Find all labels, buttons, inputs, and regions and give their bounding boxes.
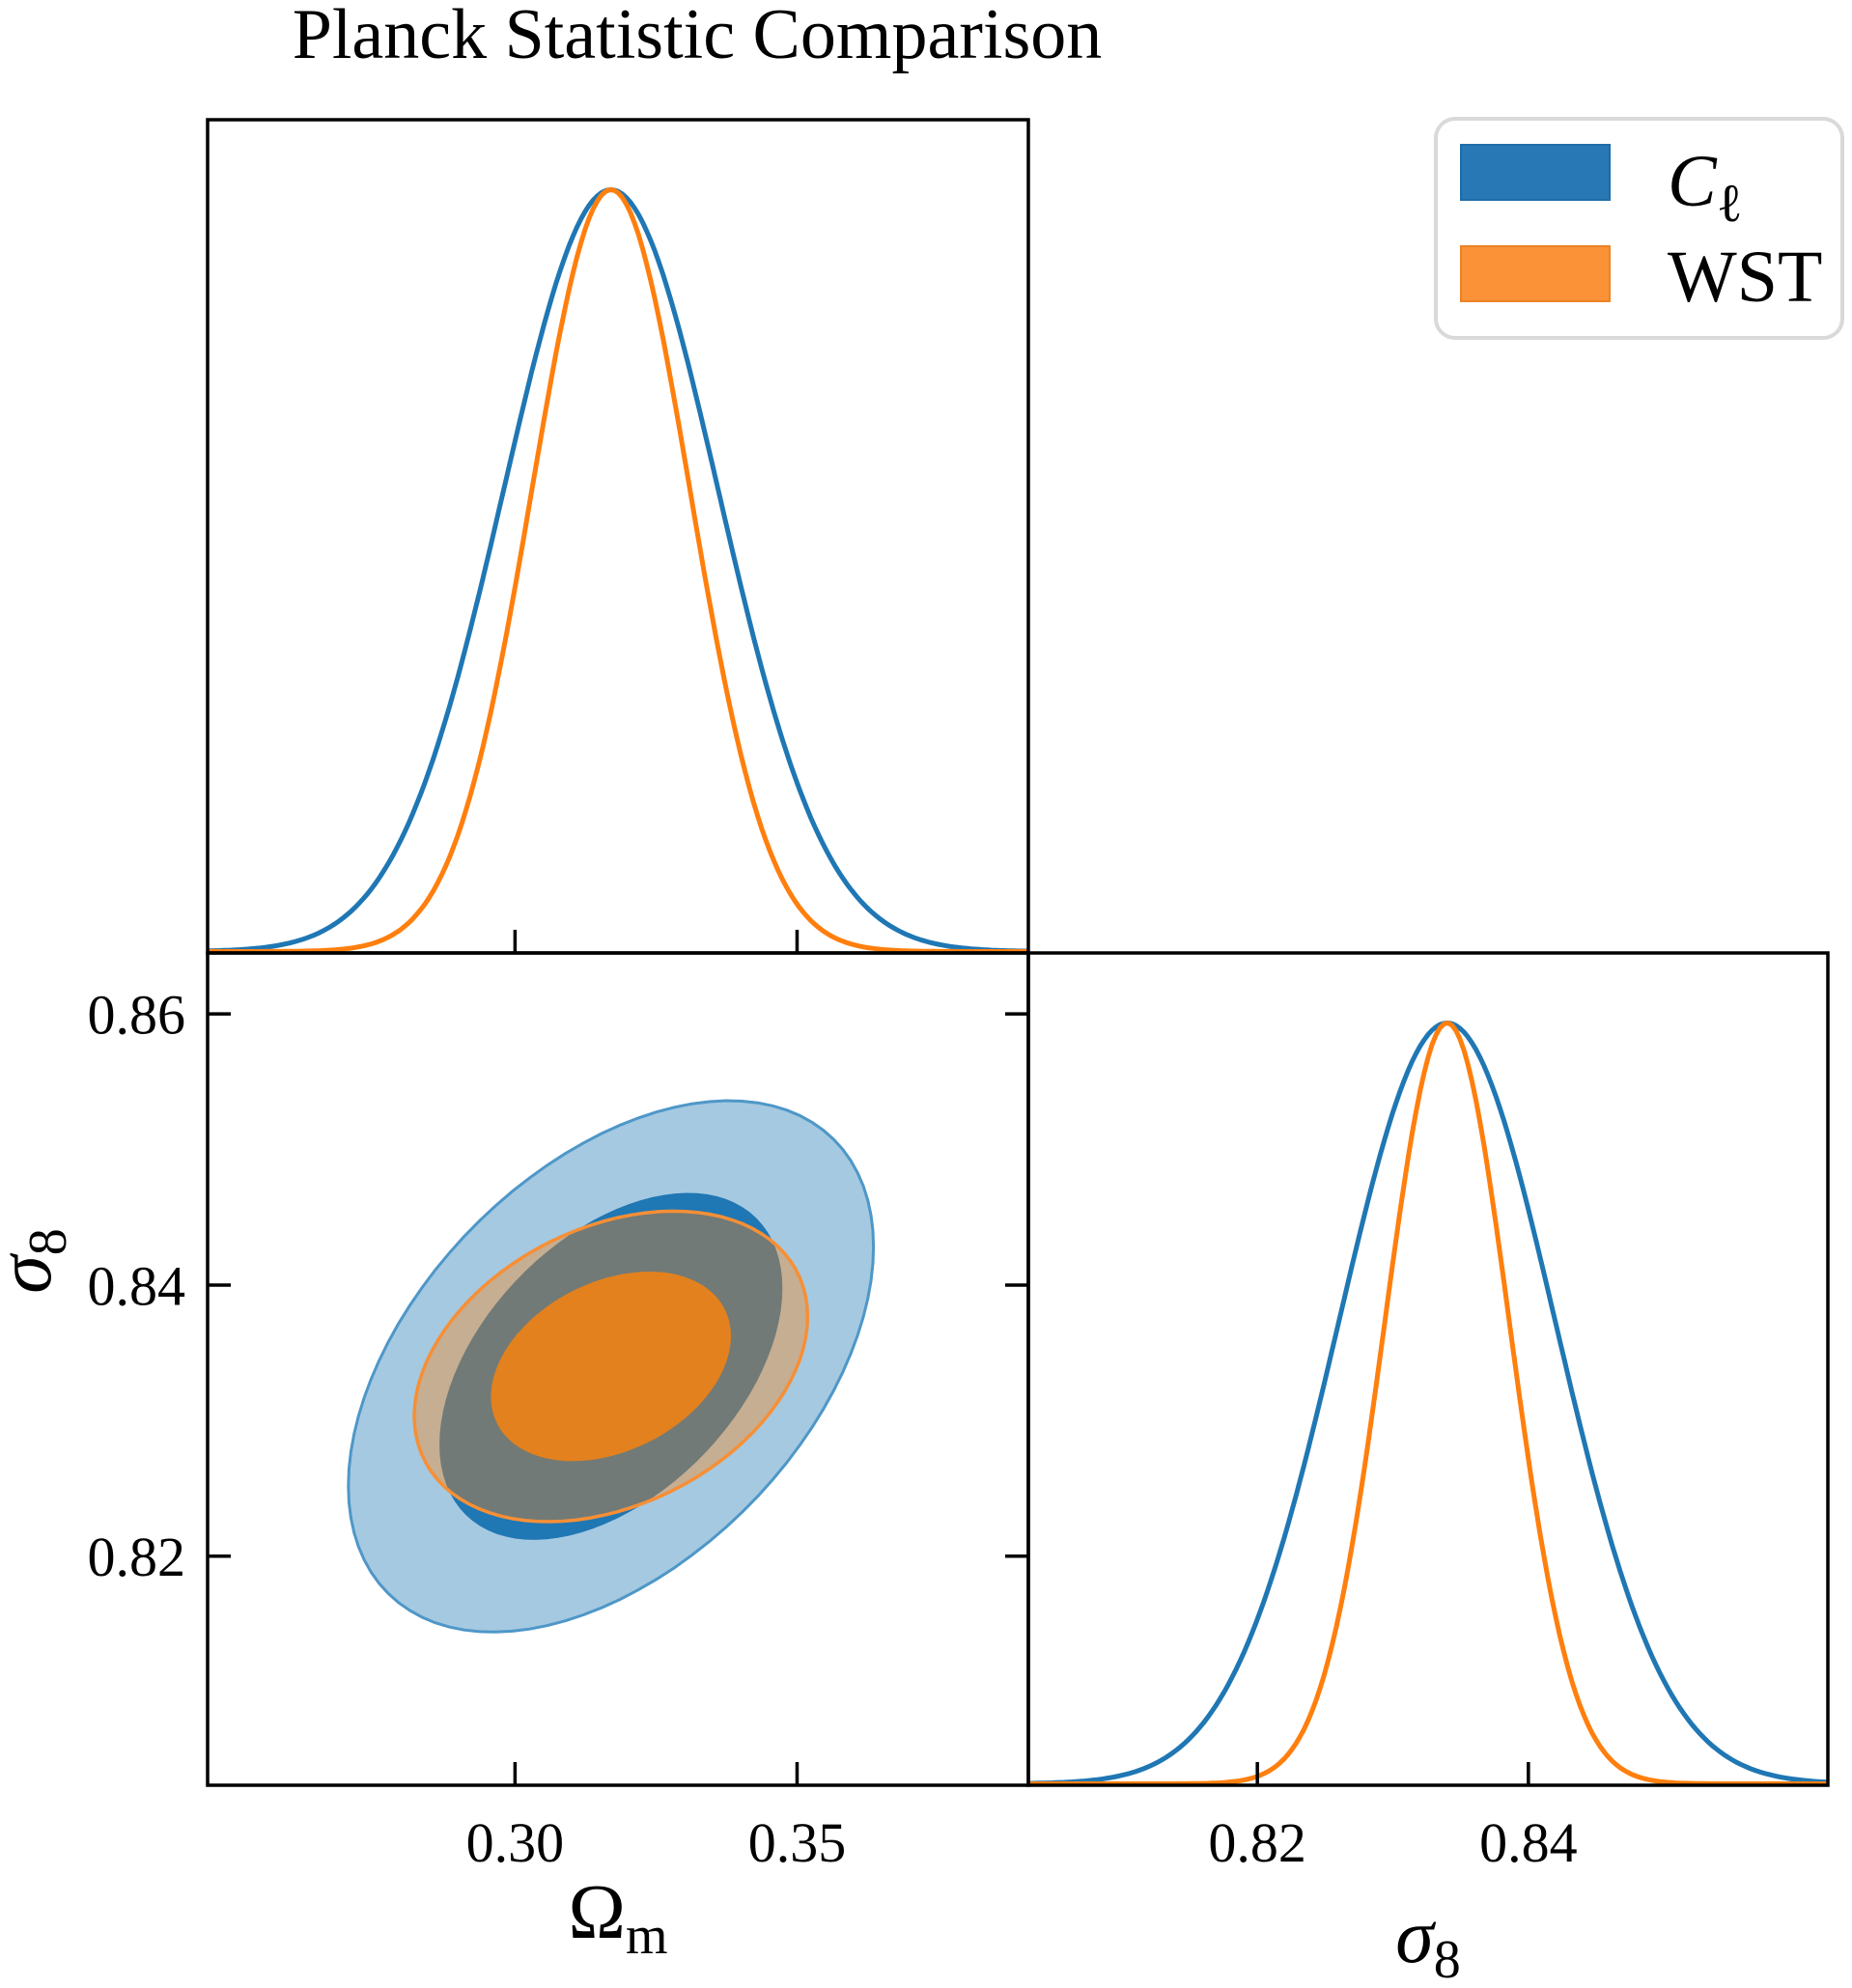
y-axis-label-sigma-8: σ8 bbox=[0, 1228, 78, 1293]
legend-swatch-wst bbox=[1460, 245, 1611, 302]
y-tick-label-sigma-8: 0.84 bbox=[88, 1254, 186, 1317]
x-tick-label-omega-m: 0.30 bbox=[466, 1811, 565, 1874]
x-tick-label-sigma-8: 0.84 bbox=[1479, 1811, 1578, 1874]
curve-cl-omega-m bbox=[207, 186, 1029, 954]
plot-title: Planck Statistic Comparison bbox=[293, 0, 1103, 74]
legend-swatch-cl bbox=[1460, 144, 1611, 201]
curve-cl-sigma-8 bbox=[1028, 1020, 1829, 1786]
y-tick-label-sigma-8: 0.86 bbox=[88, 984, 186, 1047]
x-tick-label-sigma-8: 0.82 bbox=[1208, 1811, 1306, 1874]
top-marginal-frame bbox=[206, 118, 1030, 955]
joint-contours bbox=[347, 1099, 876, 1634]
right-marginal-frame bbox=[1026, 951, 1830, 1787]
legend-label-wst: WST bbox=[1668, 237, 1822, 318]
contour-wst-1sigma bbox=[491, 1272, 731, 1462]
y-tick-label-sigma-8: 0.82 bbox=[88, 1526, 186, 1588]
x-axis-label-omega-m: Ωm bbox=[568, 1870, 667, 1966]
x-axis-label-sigma-8: σ8 bbox=[1395, 1894, 1460, 1988]
legend-label-cl: Cℓ bbox=[1668, 141, 1743, 234]
curve-wst-omega-m bbox=[208, 187, 1028, 954]
curve-wst-sigma-8 bbox=[1028, 1020, 1828, 1786]
x-tick-label-omega-m: 0.35 bbox=[748, 1811, 847, 1874]
